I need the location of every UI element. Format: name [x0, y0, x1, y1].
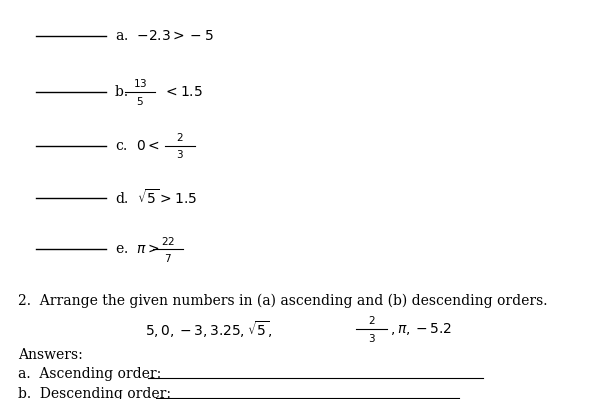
Text: $22$: $22$ — [161, 235, 175, 247]
Text: $2$: $2$ — [368, 314, 375, 326]
Text: $, \pi, -5.2$: $, \pi, -5.2$ — [390, 321, 451, 337]
Text: 2.  Arrange the given numbers in (a) ascending and (b) descending orders.: 2. Arrange the given numbers in (a) asce… — [18, 294, 548, 308]
Text: b.: b. — [115, 85, 132, 99]
Text: $5, 0, -3, 3.25, \sqrt{5},$: $5, 0, -3, 3.25, \sqrt{5},$ — [145, 319, 272, 340]
Text: b.  Descending order:: b. Descending order: — [18, 387, 171, 399]
Text: $5$: $5$ — [137, 95, 144, 107]
Text: $2$: $2$ — [176, 131, 184, 143]
Text: Answers:: Answers: — [18, 348, 83, 362]
Text: $3$: $3$ — [368, 332, 375, 344]
Text: $7$: $7$ — [164, 252, 172, 264]
Text: a.  $-2.3 > -5$: a. $-2.3 > -5$ — [115, 29, 214, 43]
Text: c.  $0 <$: c. $0 <$ — [115, 138, 159, 153]
Text: $< 1.5$: $< 1.5$ — [163, 85, 203, 99]
Text: a.  Ascending order:: a. Ascending order: — [18, 367, 161, 381]
Text: e.  $\pi >$: e. $\pi >$ — [115, 242, 159, 257]
Text: $13$: $13$ — [133, 77, 147, 89]
Text: $3$: $3$ — [176, 148, 184, 160]
Text: d.  $\sqrt{5} > 1.5$: d. $\sqrt{5} > 1.5$ — [115, 188, 197, 207]
